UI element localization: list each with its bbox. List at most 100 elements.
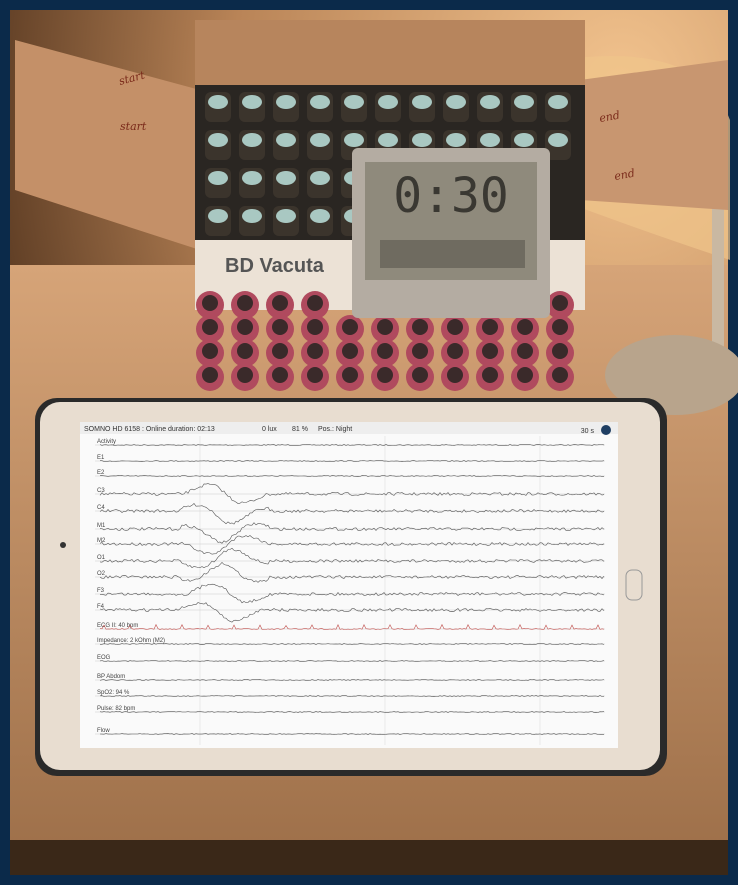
channel-label: E1 xyxy=(97,455,105,461)
red-tube-top xyxy=(482,319,498,335)
red-tube-top xyxy=(517,367,533,383)
red-tube-top xyxy=(412,343,428,359)
channel-label: F3 xyxy=(97,588,105,594)
tube-cap-top xyxy=(276,133,296,147)
box-flap-right xyxy=(580,60,728,210)
tube-cap-top xyxy=(446,95,466,109)
red-tube-top xyxy=(237,295,253,311)
tube-cap-top xyxy=(480,133,500,147)
box-note: start xyxy=(120,120,147,133)
red-tube-top xyxy=(377,367,393,383)
tube-cap-top xyxy=(446,133,466,147)
status-position: Pos.: Night xyxy=(318,426,352,433)
photo: BD Vacuta start start end end 0:30 SOMNO… xyxy=(0,0,738,885)
channel-label: BP Abdom xyxy=(97,674,125,680)
red-tube-top xyxy=(517,343,533,359)
red-tube-top xyxy=(307,367,323,383)
status-battery: 81 % xyxy=(292,426,308,433)
red-tube-top xyxy=(272,295,288,311)
channel-label: Impedance: 2 kOhm (M2) xyxy=(97,638,165,644)
tube-cap-top xyxy=(412,133,432,147)
red-tube-top xyxy=(377,319,393,335)
tube-cap-top xyxy=(310,133,330,147)
desk-edge xyxy=(10,840,728,875)
channel-label: C3 xyxy=(97,488,105,494)
tube-cap-top xyxy=(276,171,296,185)
channel-label: Flow xyxy=(97,728,110,734)
tube-cap-top xyxy=(276,209,296,223)
channel-label: E2 xyxy=(97,470,105,476)
red-tube-top xyxy=(412,367,428,383)
red-tube-top xyxy=(307,343,323,359)
channel-label: M2 xyxy=(97,538,106,544)
red-tube-top xyxy=(237,367,253,383)
tube-cap-top xyxy=(208,133,228,147)
red-tube-top xyxy=(202,343,218,359)
red-tube-top xyxy=(447,343,463,359)
red-tube-top xyxy=(447,319,463,335)
status-window: 30 s xyxy=(581,428,595,435)
red-tube-top xyxy=(272,367,288,383)
channel-label: O2 xyxy=(97,571,106,577)
clock-date xyxy=(380,240,525,268)
menu-button[interactable] xyxy=(601,425,611,435)
red-tube-top xyxy=(307,295,323,311)
tube-cap-top xyxy=(310,209,330,223)
red-tube-top xyxy=(202,295,218,311)
tube-cap-top xyxy=(344,133,364,147)
channel-label: SpO2: 94 % xyxy=(97,690,130,696)
tube-cap-top xyxy=(480,95,500,109)
tube-cap-top xyxy=(378,133,398,147)
box-flap-back xyxy=(195,20,585,90)
red-tube-top xyxy=(447,367,463,383)
red-tube-top xyxy=(517,319,533,335)
tube-cap-top xyxy=(242,209,262,223)
box-label: BD Vacuta xyxy=(225,255,325,277)
channel-label: Pulse: 82 bpm xyxy=(97,706,135,712)
tube-cap-top xyxy=(276,95,296,109)
tube-cap-top xyxy=(514,133,534,147)
status-device: SOMNO HD 6158 : Online duration: 02:13 xyxy=(84,426,215,433)
red-tube-top xyxy=(272,319,288,335)
channel-label: C4 xyxy=(97,505,105,511)
red-tube-top xyxy=(237,343,253,359)
red-tube-top xyxy=(202,319,218,335)
red-tube-top xyxy=(412,319,428,335)
tube-cap-top xyxy=(242,95,262,109)
tube-cap-top xyxy=(548,133,568,147)
channel-label: Activity xyxy=(97,439,116,445)
tube-cap-top xyxy=(242,133,262,147)
tube-cap-top xyxy=(242,171,262,185)
channel-label: O1 xyxy=(97,555,106,561)
red-tube-top xyxy=(342,343,358,359)
red-tube-top xyxy=(482,343,498,359)
tube-cap-top xyxy=(548,95,568,109)
camera xyxy=(60,542,66,548)
screen xyxy=(80,422,618,748)
status-light: 0 lux xyxy=(262,426,277,433)
clock-time: 0:30 xyxy=(393,168,509,224)
tube-cap-top xyxy=(208,171,228,185)
red-tube-top xyxy=(202,367,218,383)
red-tube-top xyxy=(377,343,393,359)
red-tube-top xyxy=(307,319,323,335)
red-tube-top xyxy=(552,295,568,311)
red-tube-top xyxy=(552,343,568,359)
red-tube-top xyxy=(482,367,498,383)
tube-cap-top xyxy=(310,95,330,109)
tube-cap-top xyxy=(514,95,534,109)
channel-label: M1 xyxy=(97,523,106,529)
tube-cap-top xyxy=(208,209,228,223)
tube-cap-top xyxy=(344,95,364,109)
red-tube-top xyxy=(552,367,568,383)
tube-cap-top xyxy=(208,95,228,109)
tube-cap-top xyxy=(310,171,330,185)
red-tube-top xyxy=(552,319,568,335)
channel-label: EOG xyxy=(97,655,111,661)
red-tube-top xyxy=(272,343,288,359)
tube-cap-top xyxy=(378,95,398,109)
red-tube-top xyxy=(342,319,358,335)
tube-cap-top xyxy=(412,95,432,109)
red-tube-top xyxy=(237,319,253,335)
red-tube-top xyxy=(342,367,358,383)
